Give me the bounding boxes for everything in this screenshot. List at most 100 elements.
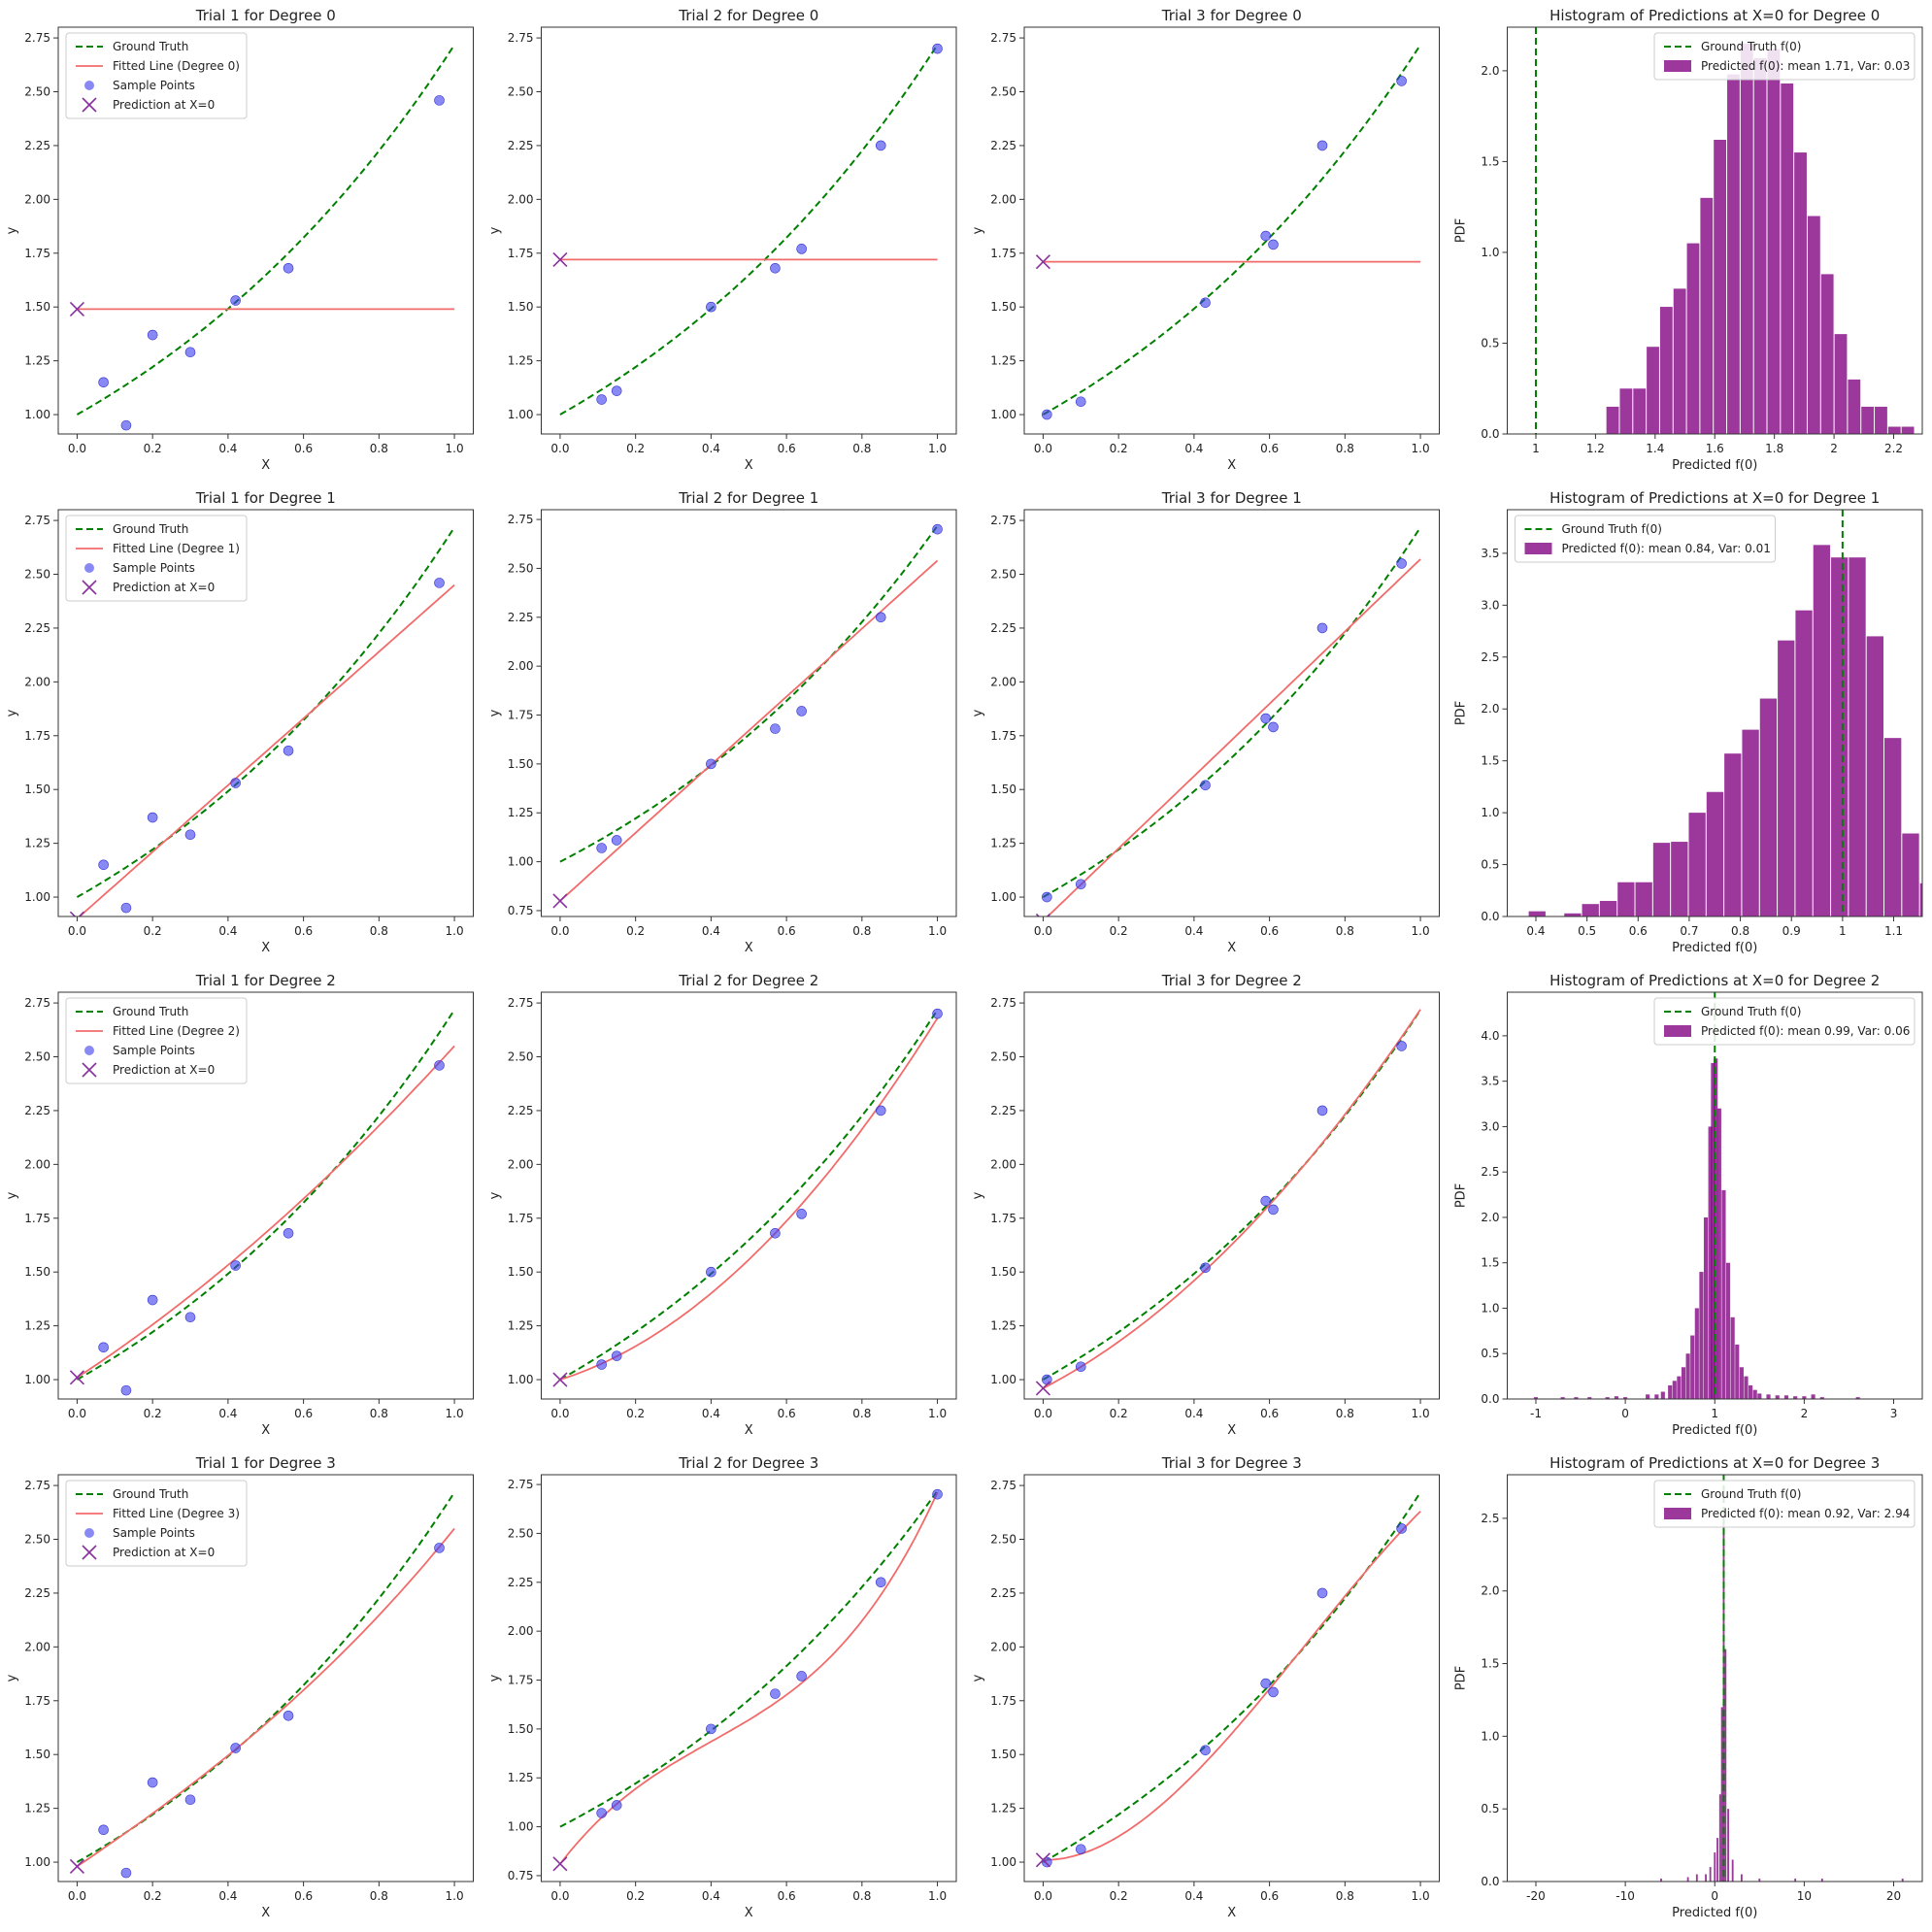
- axes-frame: [541, 991, 957, 1400]
- histogram-bar: [1654, 1394, 1659, 1399]
- prediction-marker: [552, 893, 568, 909]
- y-axis-label: y: [488, 1191, 503, 1199]
- y-tick-label: 2.50: [24, 568, 50, 582]
- legend: Ground Truth f(0) Predicted f(0): mean 0.…: [1653, 997, 1915, 1046]
- histogram-bar: [1685, 1353, 1690, 1399]
- y-tick-label: 1.00: [508, 1373, 534, 1386]
- plot-area: [1035, 526, 1421, 916]
- histogram-bar: [1703, 1216, 1709, 1399]
- histogram-bar: [1919, 883, 1922, 916]
- plot-area: [552, 1008, 943, 1387]
- x-tick-label: 0.6: [1260, 924, 1279, 938]
- y-axis-label: y: [488, 709, 503, 716]
- legend-box: [1653, 997, 1915, 1046]
- subplot-3-4: -1 0 1 2 3 0.0 0.5 1.0 1.5 2.0 2.5 3.0 3.5 4.0 Histogr…: [1454, 972, 1923, 1438]
- y-tick-label: 2.0: [1481, 702, 1499, 716]
- subplot-title: Trial 2 for Degree 0: [678, 7, 818, 24]
- y-tick-label: 1.00: [990, 1855, 1016, 1869]
- y-tick-label: 0.5: [1481, 336, 1499, 350]
- y-tick-label: 1.5: [1481, 754, 1499, 768]
- histogram-bar: [1744, 1376, 1749, 1399]
- y-tick-label: 1.25: [24, 354, 50, 368]
- ground-truth-line: [76, 1009, 455, 1381]
- x-axis-label: X: [261, 458, 270, 473]
- x-tick-label: 1.0: [446, 442, 464, 455]
- sample-point: [796, 1671, 807, 1682]
- y-tick-label: 1.50: [990, 1748, 1016, 1761]
- y-tick-label: 2.25: [990, 139, 1016, 152]
- prediction-marker: [1035, 254, 1050, 270]
- subplot-title: Trial 2 for Degree 3: [678, 1454, 818, 1472]
- ground-truth-line: [559, 44, 939, 416]
- ground-truth-line: [1042, 526, 1421, 898]
- y-tick-label: 1.75: [24, 247, 50, 260]
- y-tick-label: 1.00: [508, 408, 534, 421]
- prediction-marker: [552, 1372, 568, 1387]
- subplot-1-1: 0.0 0.2 0.4 0.6 0.8 1.0 1.00 1.25 1.50 1.75 2.00 2.…: [5, 7, 474, 473]
- sample-point: [875, 1105, 886, 1116]
- histogram-bar: [1714, 139, 1727, 434]
- histogram-bar: [1668, 1384, 1673, 1399]
- y-tick-label: 2.25: [990, 1586, 1016, 1600]
- y-tick-label: 1.0: [1481, 1729, 1499, 1743]
- x-axis-label: Predicted f(0): [1672, 1423, 1757, 1438]
- y-tick-label: 1.50: [24, 1748, 50, 1761]
- histogram-bar: [1758, 1879, 1761, 1882]
- fitted-line: [76, 1527, 455, 1868]
- legend-swatch-predicted: [1524, 543, 1552, 554]
- histogram-bar: [1673, 288, 1686, 434]
- sample-point: [230, 295, 241, 306]
- histogram-bar: [1902, 833, 1919, 916]
- legend-label: Predicted f(0): mean 0.99, Var: 0.06: [1701, 1024, 1910, 1038]
- y-tick-label: 2.75: [24, 31, 50, 45]
- y-tick-label: 2.75: [24, 996, 50, 1010]
- y-tick-label: 2.25: [508, 1104, 534, 1117]
- x-tick-label: 0.0: [550, 1889, 569, 1903]
- y-tick-label: 2.25: [24, 1586, 50, 1600]
- legend-label: Prediction at X=0: [113, 98, 215, 112]
- subplot-1-3: 0.0 0.2 0.4 0.6 0.8 1.0 1.00 1.25 1.50 1.75 2.00 2.…: [971, 7, 1440, 473]
- y-tick-label: 3.5: [1481, 547, 1499, 560]
- ground-truth-line: [559, 1009, 939, 1381]
- y-tick-label: 0.0: [1481, 1392, 1499, 1406]
- histogram-bar: [1740, 43, 1753, 434]
- legend-swatch-predicted: [1664, 1508, 1691, 1519]
- y-tick-label: 1.75: [508, 247, 534, 260]
- legend-swatch-predicted: [1664, 1025, 1691, 1037]
- legend-label: Sample Points: [113, 1526, 195, 1540]
- x-tick-label: 1.0: [928, 1889, 947, 1903]
- sample-point: [770, 1688, 781, 1699]
- histogram-bar: [1605, 1397, 1610, 1399]
- y-tick-label: 1.0: [1481, 1301, 1499, 1315]
- y-tick-label: 2.25: [508, 611, 534, 624]
- histogram-bar: [1884, 738, 1902, 916]
- histogram-bar: [1705, 1874, 1707, 1882]
- histogram-bar: [1533, 1397, 1539, 1399]
- subplot-2-1: 0.0 0.2 0.4 0.6 0.8 1.0 1.00 1.25 1.50 1.75 2.00 2.…: [5, 489, 474, 955]
- legend-label: Fitted Line (Degree 1): [113, 542, 240, 555]
- x-tick-label: 10: [1797, 1889, 1812, 1903]
- ground-truth-line: [1042, 1491, 1421, 1863]
- histogram-bar: [1778, 640, 1795, 916]
- histogram-bar: [1783, 1395, 1789, 1399]
- histogram-bar: [1725, 1262, 1731, 1399]
- sample-point: [1316, 140, 1328, 151]
- fitted-line: [78, 583, 455, 916]
- y-tick-label: 1.00: [24, 1373, 50, 1386]
- x-tick-label: 0.4: [702, 1407, 720, 1420]
- prediction-marker: [69, 1858, 84, 1875]
- sample-point: [1042, 409, 1052, 420]
- y-tick-label: 2.50: [24, 1050, 50, 1064]
- x-tick-label: 0.0: [550, 442, 569, 455]
- y-tick-label: 1.75: [990, 1694, 1016, 1708]
- histogram-bar: [1834, 334, 1848, 434]
- x-tick-label: 0.4: [1184, 1889, 1203, 1903]
- y-tick-label: 1.25: [990, 837, 1016, 850]
- y-tick-label: 3.0: [1481, 1119, 1499, 1133]
- x-tick-label: 0.0: [550, 924, 569, 938]
- histogram-bar: [1901, 426, 1915, 434]
- histogram-bar: [1671, 842, 1688, 916]
- x-tick-label: 0.2: [626, 1889, 645, 1903]
- y-axis-label: y: [971, 1674, 985, 1682]
